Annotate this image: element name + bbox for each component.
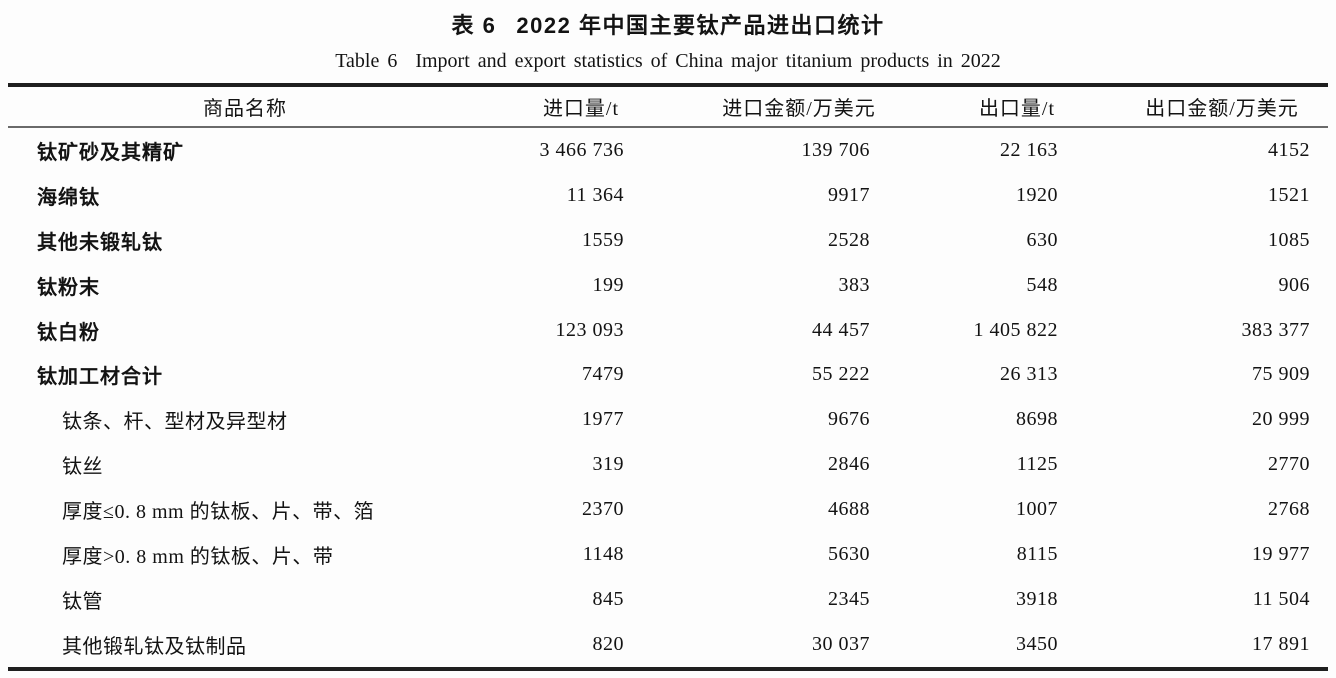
export-quantity-cell: 8698 (1016, 408, 1058, 431)
product-name: 钛粉末 (37, 276, 100, 299)
import-quantity-cell: 1559 (582, 228, 624, 251)
table-number-cn: 表 6 (451, 13, 497, 38)
export-value-cell: 2768 (1268, 498, 1310, 521)
table-title-en-text: Import and export statistics of China ma… (415, 50, 1001, 72)
import-value-cell: 5630 (828, 542, 870, 565)
import-value-cell: 383 (838, 273, 870, 296)
import-quantity-cell: 2370 (582, 498, 624, 521)
export-value-cell: 20 999 (1252, 408, 1310, 431)
import-value-cell: 55 222 (812, 363, 870, 386)
table-number-en: Table 6 (335, 50, 398, 72)
table-row: 其他未锻轧钛 1559 2528 630 1085 (8, 218, 1328, 263)
product-name: 钛加工材合计 (37, 366, 163, 389)
export-value-cell: 906 (1278, 273, 1310, 296)
export-quantity-cell: 3450 (1016, 632, 1058, 655)
import-quantity-cell: 3 466 736 (539, 138, 624, 161)
import-quantity-cell: 319 (592, 453, 624, 476)
export-value-cell: 11 504 (1252, 587, 1310, 610)
import-quantity-cell: 820 (592, 632, 624, 655)
import-quantity-cell: 1977 (582, 408, 624, 431)
export-quantity-cell: 3918 (1016, 587, 1058, 610)
column-header-import-value: 进口金额/万美元 (680, 85, 918, 128)
product-name: 钛条、杆、型材及异型材 (62, 411, 288, 434)
table-title-cn: 表 6 2022 年中国主要钛产品进出口统计 (0, 0, 1336, 40)
export-quantity-cell: 1125 (1016, 453, 1058, 476)
table-row: 钛丝 319 2846 1125 2770 (8, 442, 1328, 487)
product-name: 钛白粉 (37, 321, 100, 344)
import-quantity-cell: 123 093 (555, 318, 624, 341)
column-header-import-quantity: 进口量/t (482, 85, 680, 128)
import-value-cell: 44 457 (812, 318, 870, 341)
table-title-cn-text: 2022 年中国主要钛产品进出口统计 (516, 13, 885, 38)
import-value-cell: 4688 (828, 498, 870, 521)
import-quantity-cell: 845 (592, 587, 624, 610)
import-quantity-cell: 7479 (582, 363, 624, 386)
product-name: 钛管 (62, 590, 103, 613)
import-quantity-cell: 11 364 (566, 183, 624, 206)
table-row: 钛矿砂及其精矿 3 466 736 139 706 22 163 4152 (8, 127, 1328, 173)
import-value-cell: 9917 (828, 183, 870, 206)
import-value-cell: 9676 (828, 408, 870, 431)
import-value-cell: 2846 (828, 453, 870, 476)
export-value-cell: 17 891 (1252, 632, 1310, 655)
export-value-cell: 2770 (1268, 453, 1310, 476)
product-name: 钛矿砂及其精矿 (37, 141, 184, 164)
import-value-cell: 2528 (828, 228, 870, 251)
export-value-cell: 4152 (1268, 138, 1310, 161)
table-row: 其他锻轧钛及钛制品 820 30 037 3450 17 891 (8, 622, 1328, 669)
product-name: 厚度>0. 8 mm 的钛板、片、带 (62, 545, 334, 568)
column-header-export-value: 出口金额/万美元 (1116, 85, 1328, 128)
header-row: 商品名称 进口量/t 进口金额/万美元 出口量/t 出口金额/万美元 (8, 85, 1328, 128)
table-row: 厚度≤0. 8 mm 的钛板、片、带、箔 2370 4688 1007 2768 (8, 487, 1328, 532)
product-name: 其他未锻轧钛 (37, 231, 163, 254)
export-quantity-cell: 22 163 (1000, 138, 1058, 161)
export-quantity-cell: 1920 (1016, 183, 1058, 206)
table-row: 钛管 845 2345 3918 11 504 (8, 577, 1328, 622)
table-row: 厚度>0. 8 mm 的钛板、片、带 1148 5630 8115 19 977 (8, 532, 1328, 577)
export-quantity-cell: 1 405 822 (973, 318, 1058, 341)
export-quantity-cell: 1007 (1016, 498, 1058, 521)
export-value-cell: 383 377 (1241, 318, 1310, 341)
import-value-cell: 2345 (828, 587, 870, 610)
import-value-cell: 139 706 (801, 138, 870, 161)
import-quantity-cell: 1148 (582, 542, 624, 565)
table-row: 钛加工材合计 7479 55 222 26 313 75 909 (8, 352, 1328, 397)
export-quantity-cell: 630 (1026, 228, 1058, 251)
table-row: 钛粉末 199 383 548 906 (8, 263, 1328, 308)
table-title-en: Table 6 Import and export statistics of C… (0, 50, 1336, 73)
table-row: 钛白粉 123 093 44 457 1 405 822 383 377 (8, 308, 1328, 353)
table-row: 海绵钛 11 364 9917 1920 1521 (8, 173, 1328, 218)
product-name: 海绵钛 (37, 186, 100, 209)
import-value-cell: 30 037 (812, 632, 870, 655)
product-name: 其他锻轧钛及钛制品 (62, 635, 247, 658)
product-name: 钛丝 (62, 456, 103, 479)
export-value-cell: 19 977 (1252, 542, 1310, 565)
product-name: 厚度≤0. 8 mm 的钛板、片、带、箔 (62, 501, 375, 524)
export-value-cell: 1085 (1268, 228, 1310, 251)
column-header-product-name: 商品名称 (8, 85, 482, 128)
export-value-cell: 1521 (1268, 183, 1310, 206)
export-value-cell: 75 909 (1252, 363, 1310, 386)
import-quantity-cell: 199 (592, 273, 624, 296)
export-quantity-cell: 548 (1026, 273, 1058, 296)
import-export-table: 商品名称 进口量/t 进口金额/万美元 出口量/t 出口金额/万美元 钛矿砂及其… (8, 83, 1328, 671)
column-header-export-quantity: 出口量/t (918, 85, 1116, 128)
table-row: 钛条、杆、型材及异型材 1977 9676 8698 20 999 (8, 397, 1328, 442)
export-quantity-cell: 8115 (1016, 542, 1058, 565)
export-quantity-cell: 26 313 (1000, 363, 1058, 386)
